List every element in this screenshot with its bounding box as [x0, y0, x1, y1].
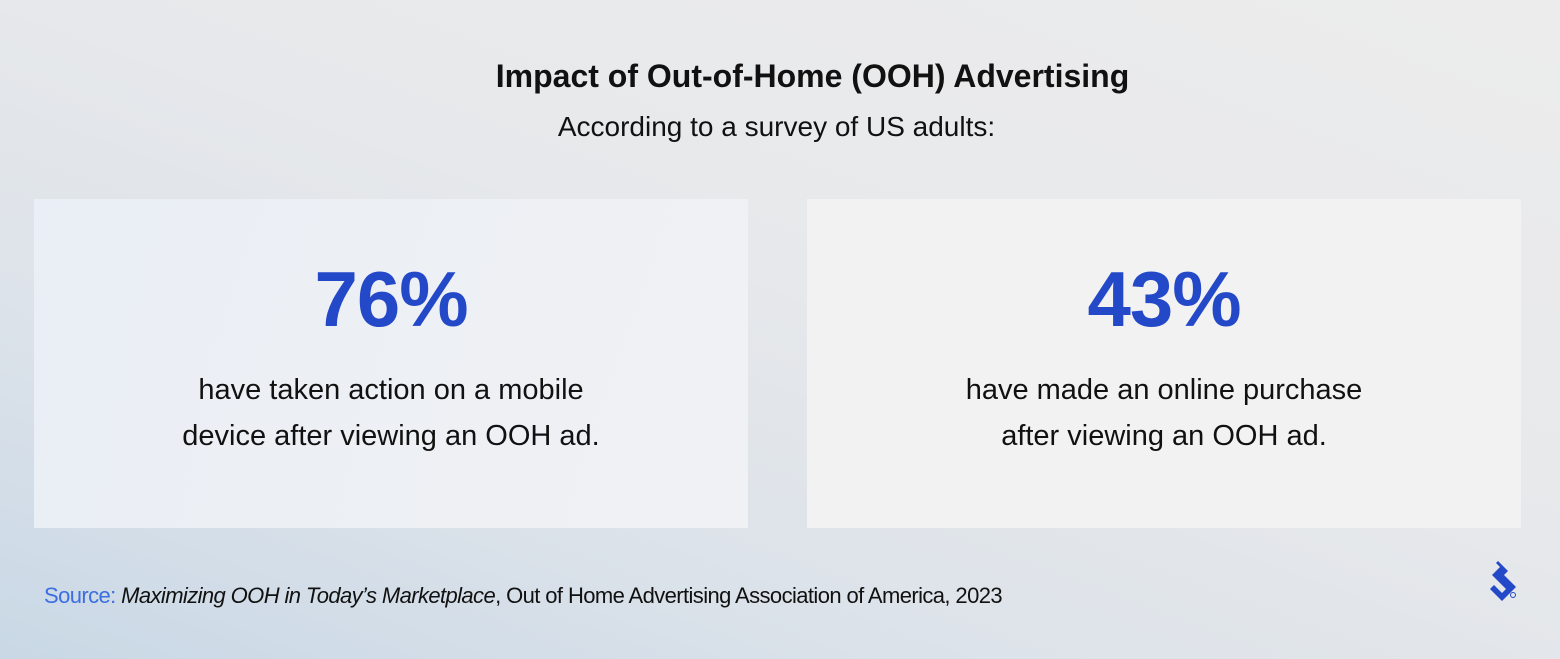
source-text: , Out of Home Advertising Association of…: [495, 583, 1002, 608]
stat-text: have made an online purchase: [965, 374, 1363, 406]
stat-card: 76% have taken action on a mobile device…: [34, 199, 748, 528]
stat-card: 43% have made an online purchase after v…: [807, 199, 1521, 528]
stat-value: 76%: [314, 255, 468, 343]
title: Impact of Out-of-Home (OOH) Advertising: [495, 58, 1130, 94]
stat-text: device after viewing an OOH ad.: [182, 420, 600, 452]
stat-text: have taken action on a mobile: [198, 374, 584, 406]
source-title: Maximizing OOH in Today’s Marketplace: [121, 583, 496, 608]
source-label: Source:: [44, 583, 116, 608]
subtitle: According to a survey of US adults:: [557, 111, 996, 142]
logo: [1490, 561, 1516, 601]
source: Source: Maximizing OOH in Today’s Market…: [44, 583, 1003, 609]
stat-text: after viewing an OOH ad.: [1001, 420, 1327, 452]
stat-value: 43%: [1087, 255, 1241, 343]
